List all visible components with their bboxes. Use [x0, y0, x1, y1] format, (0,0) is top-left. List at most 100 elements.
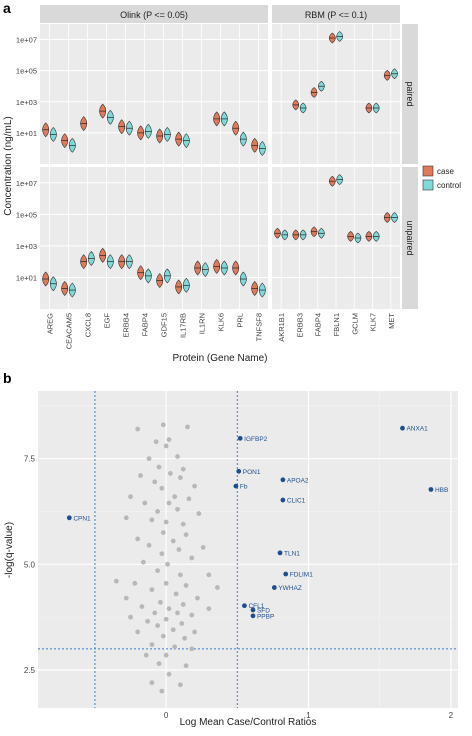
y-tick-label: 1e+07 [16, 179, 37, 188]
data-point [165, 561, 170, 567]
data-point [189, 612, 195, 618]
data-point [149, 642, 155, 647]
x-tick-label: PRL [236, 313, 245, 328]
labeled-point [237, 435, 243, 441]
labeled-point [66, 515, 72, 521]
data-point [149, 680, 155, 686]
data-point [180, 521, 186, 527]
data-point [177, 682, 183, 688]
x-tick-label: CEACAM5 [65, 313, 74, 349]
scatter-plot-area [38, 391, 458, 708]
x-tick-label: GCLM [350, 313, 359, 335]
panel-b: b 0 1 2 2.5 5.0 7.5 ANXA1 IGFBP2 PON1 APOA2 Fb HBB… [3, 370, 458, 728]
labeled-point [236, 468, 242, 474]
legend-label-control: control [437, 181, 461, 190]
data-point [173, 591, 179, 597]
labeled-point [400, 425, 405, 431]
panel-b-ylabel: -log(q-value) [4, 522, 15, 578]
x-tick-label: FBLN1 [332, 313, 341, 336]
data-point [155, 568, 160, 574]
x-tick-label: GDF15 [160, 313, 169, 337]
x-tick-label: AKR1B1 [277, 313, 286, 342]
strip-unpaired-label: unpaired [405, 220, 415, 255]
x-tick-label: 2 [449, 711, 454, 720]
legend-swatch-case [422, 165, 434, 177]
panel-a-xlabel: Protein (Gene Name) [172, 353, 267, 364]
data-point [138, 473, 143, 478]
labeled-point [280, 497, 286, 503]
data-point [149, 587, 155, 593]
point-label: TLN1 [284, 550, 300, 557]
x-tick-label: MET [387, 313, 396, 329]
labeled-point [280, 477, 286, 483]
data-point [135, 536, 141, 542]
data-point [179, 621, 185, 626]
data-point [170, 627, 176, 633]
data-point [159, 485, 165, 491]
labeled-point [277, 550, 283, 556]
strip-rbm [272, 5, 400, 23]
data-point [166, 606, 172, 612]
legend-swatch-control [422, 179, 434, 191]
point-label: Fb [240, 484, 248, 491]
data-point [170, 538, 176, 544]
point-label: CLIC1 [287, 498, 306, 505]
data-point [175, 454, 180, 459]
x-tick-label: EGF [103, 313, 112, 329]
y-tick-label: 7.5 [24, 455, 36, 464]
strip-unpaired [402, 167, 418, 309]
y-tick-label: 1e+03 [16, 242, 37, 251]
data-point [180, 602, 186, 607]
data-point [180, 466, 186, 472]
labeled-point [283, 571, 289, 577]
data-point [146, 542, 152, 548]
data-point [200, 544, 206, 550]
data-point [155, 623, 160, 628]
data-point [186, 496, 192, 502]
data-point [158, 599, 163, 605]
x-tick-label: KLK6 [217, 313, 226, 331]
panel-b-xlabel: Log Mean Case/Control Ratios [180, 717, 317, 728]
x-tick-label: KLK7 [369, 313, 378, 331]
data-point [135, 629, 141, 635]
facet-olink-paired [40, 24, 268, 164]
panel-a-violins [42, 31, 398, 298]
data-point [163, 652, 169, 658]
labeled-point [242, 603, 247, 609]
panel-b-reference-lines [38, 391, 458, 708]
data-point [146, 456, 152, 462]
data-point [177, 572, 183, 578]
data-point [163, 580, 169, 586]
data-point [152, 479, 158, 485]
data-point [175, 610, 180, 616]
data-point [160, 633, 166, 639]
point-label: APOA2 [287, 477, 309, 484]
data-point [196, 511, 202, 516]
x-tick-label: FABP4 [314, 313, 323, 336]
data-point [132, 580, 138, 586]
data-point [192, 629, 198, 635]
legend: case control [422, 165, 461, 191]
point-label: PPBP [257, 613, 274, 620]
data-point [113, 578, 119, 584]
panel-a-gridlines [40, 24, 400, 309]
point-label: IGFBP2 [244, 436, 268, 443]
data-point [135, 426, 141, 432]
panel-a: a Olink (P <= 0.05) RBM (P <= 0.1) paire… [3, 0, 461, 364]
data-point [183, 532, 189, 538]
panel-b-label: b [3, 370, 12, 386]
x-tick-label: 1 [306, 711, 311, 720]
y-tick-label: 2.5 [24, 666, 36, 675]
data-point [172, 494, 178, 500]
x-tick-label: TNFSF8 [255, 313, 264, 341]
data-point [177, 475, 183, 481]
data-point [143, 652, 149, 658]
data-point [183, 583, 189, 588]
data-point [192, 483, 198, 489]
data-point [160, 530, 166, 535]
data-point [123, 515, 129, 521]
data-point [128, 494, 133, 500]
panel-a-tick-labels: 1e+01 1e+03 1e+05 1e+07 1e+01 1e+03 1e+05 1e+07… [16, 36, 396, 350]
labeled-point [250, 613, 256, 619]
data-point [153, 439, 159, 445]
